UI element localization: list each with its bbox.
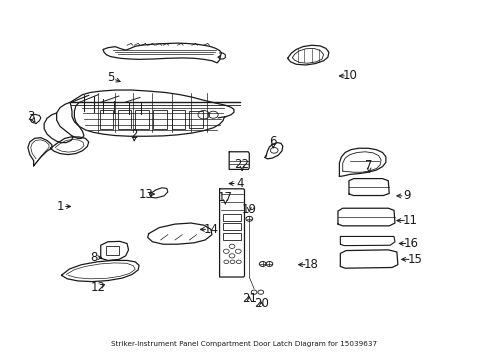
Text: 11: 11	[402, 214, 416, 227]
Text: 10: 10	[342, 69, 357, 82]
Bar	[105, 246, 119, 256]
Text: 2: 2	[130, 128, 138, 141]
Text: 8: 8	[90, 251, 97, 264]
Text: 20: 20	[253, 297, 268, 310]
Text: 3: 3	[27, 110, 35, 123]
Text: 22: 22	[234, 158, 249, 171]
Text: 5: 5	[106, 71, 114, 84]
Bar	[117, 111, 131, 129]
Text: 19: 19	[241, 203, 256, 216]
Text: 4: 4	[236, 177, 243, 190]
Bar	[153, 111, 166, 129]
Text: 1: 1	[56, 200, 63, 213]
Bar	[189, 111, 203, 128]
Text: 13: 13	[139, 188, 153, 201]
Text: 9: 9	[403, 189, 410, 202]
Text: 12: 12	[91, 281, 105, 294]
Text: 6: 6	[269, 135, 276, 148]
Bar	[100, 111, 113, 129]
Text: 15: 15	[407, 253, 421, 266]
Text: 17: 17	[217, 191, 232, 204]
Bar	[223, 223, 241, 230]
Text: 21: 21	[241, 292, 256, 305]
Bar	[135, 111, 148, 129]
Text: 14: 14	[203, 223, 218, 236]
Bar	[171, 111, 184, 129]
Bar	[223, 233, 241, 240]
Text: 18: 18	[303, 258, 317, 271]
Text: 7: 7	[365, 159, 372, 172]
Text: Striker-Instrument Panel Compartment Door Latch Diagram for 15039637: Striker-Instrument Panel Compartment Doo…	[111, 341, 377, 347]
Bar	[223, 213, 241, 221]
Text: 16: 16	[403, 237, 418, 250]
